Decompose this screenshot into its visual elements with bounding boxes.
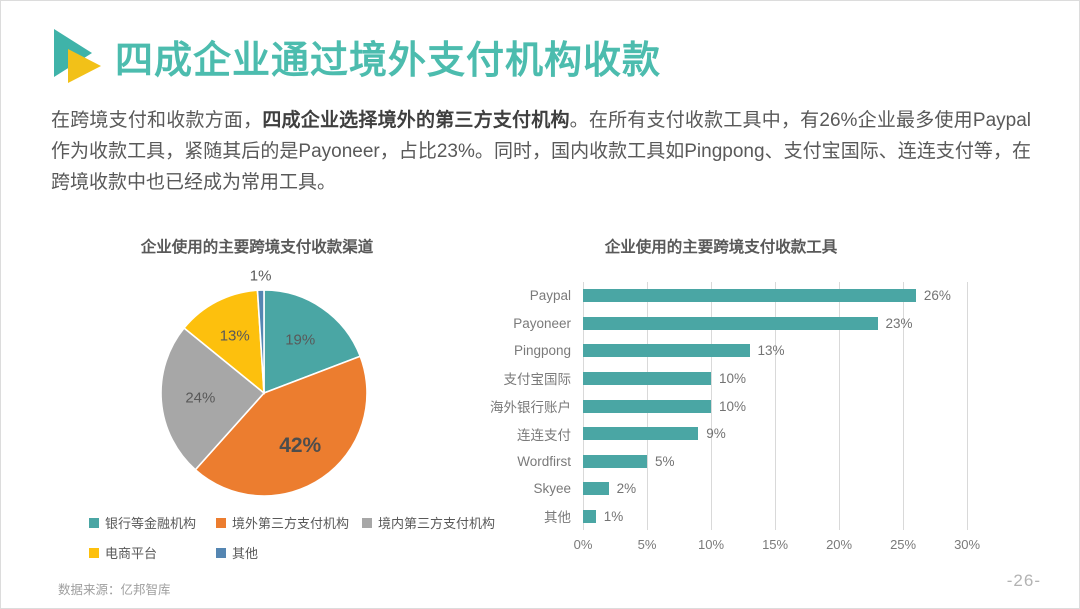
pie-data-label: 1% [249, 267, 272, 285]
bar-x-axis: 0% 5% 10% 15% 20% 25% 30% [574, 537, 1003, 553]
x-axis-tick: 25% [890, 537, 917, 552]
bar-category-label: 连连支付 [517, 427, 571, 443]
data-source-note: 数据来源：亿邦智库 [58, 583, 171, 597]
pie-slice-2 [160, 326, 266, 471]
legend-item: 其他 [216, 543, 362, 562]
bar-chart-plot: 26% 23% 13% 10% 10% 9% 5% 2% 1% [583, 282, 1003, 530]
x-axis-tick: 10% [697, 537, 725, 552]
pie-slice-1 [194, 355, 368, 497]
legend-swatch-icon [89, 517, 99, 528]
legend-swatch-icon [216, 517, 226, 528]
bar [583, 454, 647, 468]
pie-chart: 19% 42% 24% 13% 1% [159, 267, 369, 498]
pie-slice-0 [263, 289, 362, 395]
bar [583, 344, 750, 358]
pie-data-label: 24% [185, 389, 216, 407]
bar-value-label: 26% [923, 288, 951, 304]
x-axis-tick: 15% [762, 537, 789, 552]
bar [583, 399, 711, 413]
gridline [903, 282, 905, 530]
legend-swatch-icon [89, 547, 99, 558]
brand-logo-icon [54, 29, 101, 83]
bar-value-label: 9% [706, 426, 726, 442]
legend-item: 银行等金融机构 [89, 513, 216, 532]
bar-category-labels: Paypal Payoneer Pingpong 支付宝国际海外银行账户连连支付 Wor… [449, 282, 571, 530]
bar-category-label: 海外银行账户 [490, 400, 571, 416]
bar-row: 26% [583, 282, 1003, 310]
bar [583, 427, 699, 441]
bar-category-label: Wordfirst [517, 453, 571, 469]
bar-row: 23% [583, 310, 1003, 338]
pie-data-label: 19% [285, 331, 316, 349]
legend-label: 境外第三方支付机构 [232, 516, 350, 531]
bar [583, 289, 916, 303]
legend-item: 电商平台 [89, 543, 216, 562]
pie-slice-3 [182, 289, 265, 395]
bar-row: 9% [583, 420, 1003, 448]
intro-text-1: 在跨境支付和收款方面， [51, 110, 263, 131]
x-axis-tick: 5% [637, 537, 657, 552]
bar-rows: 26% 23% 13% 10% 10% 9% 5% 2% 1% [583, 282, 1003, 530]
bar-row: 10% [583, 365, 1003, 393]
page-number: -26- [1006, 571, 1041, 590]
legend-item: 境外第三方支付机构 [216, 513, 362, 532]
bar [583, 482, 609, 496]
bar-category-label: Paypal [529, 288, 571, 304]
gridline [839, 282, 841, 530]
bar [583, 509, 596, 523]
pie-chart-title: 企业使用的主要跨境支付收款渠道 [140, 239, 374, 256]
gridline [711, 282, 712, 530]
legend-label: 其他 [232, 546, 259, 561]
bar [583, 316, 878, 330]
bar-row: 10% [583, 392, 1003, 420]
gridline [775, 282, 777, 530]
intro-text-bold: 四成企业选择境外的第三方支付机构 [262, 110, 570, 131]
legend-item: 境内第三方支付机构 [362, 513, 529, 532]
bar-value-label: 13% [757, 343, 785, 359]
bar-value-label: 23% [885, 315, 913, 331]
gridline [967, 282, 969, 530]
intro-text-2: 。在所有支付收款工具中，有26%企业最多使用Paypal作为收款工具，紧随其后的… [51, 110, 1031, 193]
bar-value-label: 1% [603, 508, 624, 524]
bar-row: 5% [583, 447, 1003, 475]
bar-value-label: 2% [616, 481, 637, 497]
x-axis-tick: 0% [573, 537, 593, 552]
legend-label: 银行等金融机构 [105, 516, 197, 531]
bar-value-label: 5% [655, 453, 675, 469]
bar-value-label: 10% [719, 398, 747, 414]
legend-label: 境内第三方支付机构 [378, 516, 496, 531]
pie-svg [160, 289, 368, 497]
pie-slice-4 [256, 289, 265, 394]
bar-category-label: Skyee [533, 481, 571, 497]
bar-row: 1% [583, 503, 1003, 531]
bar-row: 2% [583, 475, 1003, 503]
legend-swatch-icon [362, 517, 372, 528]
legend-swatch-icon [216, 547, 226, 558]
bar-category-label: Payoneer [513, 315, 571, 331]
bar-value-label: 10% [719, 370, 747, 386]
bar-category-label: 其他 [544, 510, 571, 526]
intro-paragraph: 在跨境支付和收款方面，四成企业选择境外的第三方支付机构。在所有支付收款工具中，有… [51, 105, 1031, 198]
x-axis-tick: 20% [826, 537, 853, 552]
pie-legend: 银行等金融机构 境外第三方支付机构 境内第三方支付机构电商平台 其他 [89, 513, 529, 562]
pie-data-label: 42% [279, 433, 322, 457]
page-title: 四成企业通过境外支付机构收款 [115, 40, 662, 82]
bar-chart-title: 企业使用的主要跨境支付收款工具 [604, 239, 838, 256]
bar-row: 13% [583, 337, 1003, 365]
x-axis-tick: 30% [954, 537, 981, 552]
bar-category-label: Pingpong [513, 343, 571, 359]
legend-label: 电商平台 [105, 546, 158, 561]
bar-category-label: 支付宝国际 [503, 372, 572, 388]
pie-data-label: 13% [219, 327, 250, 345]
bar [583, 371, 711, 385]
